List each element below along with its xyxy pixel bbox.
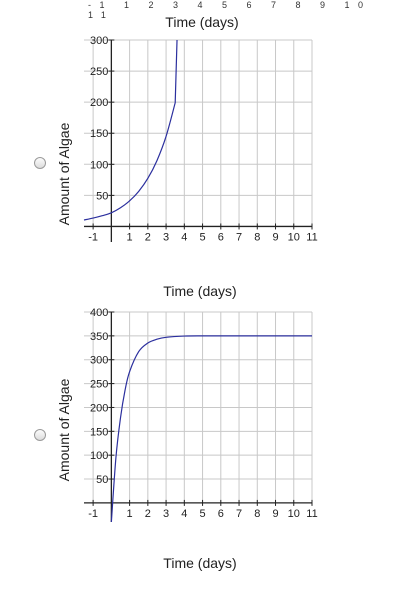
x-tick-label: 6 <box>218 231 224 243</box>
x-tick-label: -1 <box>88 231 98 243</box>
grid-lines <box>84 39 313 227</box>
x-tick-label: 8 <box>254 231 260 243</box>
clipped-tick-labels: -1 1 2 3 4 5 6 7 8 9 10 11 <box>88 0 372 20</box>
y-tick-label: 150 <box>90 128 108 140</box>
y-tick-label: 250 <box>90 66 108 78</box>
x-tick-label: 3 <box>163 508 169 520</box>
x-tick-label: 5 <box>199 508 205 520</box>
x-tick-label: 9 <box>272 231 278 243</box>
x-tick-label: 1 <box>127 508 133 520</box>
x-tick-label: 2 <box>145 231 151 243</box>
y-tick-label: 100 <box>90 159 108 171</box>
y-tick-label: 50 <box>96 474 108 486</box>
y-tick-label: 150 <box>90 426 108 438</box>
x-tick-label: 5 <box>199 231 205 243</box>
x-tick-label: 4 <box>181 231 187 243</box>
series-line <box>83 39 178 221</box>
x-tick-label: 7 <box>236 508 242 520</box>
x-tick-label: 10 <box>288 231 300 243</box>
y-tick-label: 250 <box>90 379 108 391</box>
x-tick-label: 7 <box>236 231 242 243</box>
radio-option-a[interactable] <box>34 157 46 169</box>
x-tick-label: 11 <box>306 231 317 243</box>
x-tick-label: 9 <box>272 508 278 520</box>
x-tick-label: 6 <box>218 508 224 520</box>
x-axis-label-a: Time (days) <box>163 283 237 299</box>
answer-option-a: Amount of Algae -1 1 2 3 4 5 6 7 8 9 10 11 50 100 150 2… <box>34 35 318 299</box>
y-tick-label: 50 <box>96 190 108 202</box>
x-tick-label: 8 <box>254 508 260 520</box>
x-axis-label-b: Time (days) <box>163 555 237 571</box>
y-axis-label-a: Amount of Algae <box>56 122 72 226</box>
y-tick-label: 100 <box>90 450 108 462</box>
y-axis-label-b: Amount of Algae <box>56 378 72 482</box>
answer-option-b: Amount of Algae -1 1 2 3 4 5 6 7 8 9 10 11 50 100 150 2… <box>0 300 404 590</box>
y-tick-label: 300 <box>90 35 108 47</box>
x-tick-label: 2 <box>145 508 151 520</box>
y-tick-label: 200 <box>90 97 108 109</box>
x-tick-label: 1 <box>127 231 133 243</box>
radio-option-b[interactable] <box>34 429 46 441</box>
x-tick-label: 4 <box>181 508 187 520</box>
x-tick-label: 11 <box>306 508 317 520</box>
series-line <box>110 335 312 523</box>
y-tick-label: 400 <box>90 307 108 319</box>
x-tick-label: 3 <box>163 231 169 243</box>
x-tick-label: 10 <box>288 508 300 520</box>
top-axis-caption: Time (days) <box>165 14 239 30</box>
y-tick-label: 350 <box>90 331 108 343</box>
grid-lines <box>84 311 313 503</box>
x-tick-label: -1 <box>88 508 98 520</box>
y-tick-label: 200 <box>90 402 108 414</box>
chart-a: -1 1 2 3 4 5 6 7 8 9 10 11 50 100 150 200 250 300 <box>83 35 318 243</box>
y-tick-label: 300 <box>90 355 108 367</box>
chart-b: -1 1 2 3 4 5 6 7 8 9 10 11 50 100 150 200 250 300 350 400 <box>84 307 318 523</box>
